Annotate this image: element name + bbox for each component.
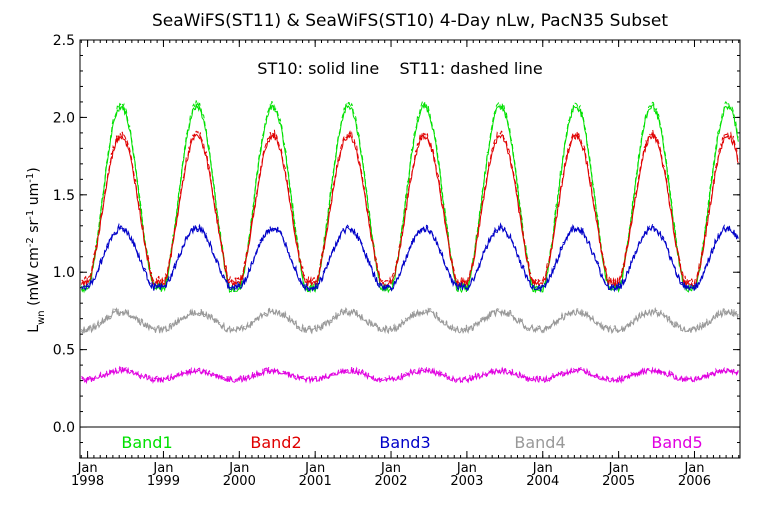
legend-entry: Band5 xyxy=(651,433,702,452)
x-tick-month: Jan xyxy=(532,461,553,476)
series-line-dashed-band5 xyxy=(81,365,739,383)
series-line-dashed-band1 xyxy=(81,100,739,292)
y-tick-label: 1.0 xyxy=(53,265,75,281)
legend-entry: Band1 xyxy=(121,433,172,452)
series-group xyxy=(81,100,739,385)
chart-title: SeaWiFS(ST11) & SeaWiFS(ST10) 4-Day nLw,… xyxy=(152,11,668,31)
x-tick-year: 2004 xyxy=(526,474,559,489)
x-tick-month: Jan xyxy=(228,461,249,476)
x-tick-year: 2005 xyxy=(602,474,635,489)
legend-entry: Band4 xyxy=(514,433,565,452)
x-tick-month: Jan xyxy=(380,461,401,476)
series-line-band5 xyxy=(81,367,739,385)
y-axis-label: Lwn (mW cm-2 sr-1 um-1) xyxy=(25,167,47,332)
x-tick-month: Jan xyxy=(77,461,98,476)
x-tick-month: Jan xyxy=(683,461,704,476)
series-line-band1 xyxy=(81,103,739,294)
x-tick-month: Jan xyxy=(456,461,477,476)
y-tick-label: 2.5 xyxy=(53,33,75,49)
x-tick-month: Jan xyxy=(608,461,629,476)
plot-axes: 0.00.51.01.52.02.5Jan1998Jan1999Jan2000J… xyxy=(53,33,741,489)
y-tick-label: 0.5 xyxy=(53,343,75,359)
series-line-band3 xyxy=(81,224,739,293)
y-tick-label: 1.5 xyxy=(53,188,75,204)
x-tick-year: 1998 xyxy=(71,474,104,489)
x-tick-year: 2002 xyxy=(374,474,407,489)
line-style-annotation: ST10: solid line ST11: dashed line xyxy=(257,59,542,78)
x-tick-year: 2006 xyxy=(678,474,711,489)
y-axis-label-text: Lwn (mW cm-2 sr-1 um-1) xyxy=(25,167,47,332)
x-tick-year: 2003 xyxy=(450,474,483,489)
x-tick-year: 2000 xyxy=(223,474,256,489)
x-tick-month: Jan xyxy=(304,461,325,476)
y-tick-label: 2.0 xyxy=(53,110,75,126)
legend-entry: Band2 xyxy=(250,433,301,452)
series-line-band4 xyxy=(81,308,739,335)
series-line-band2 xyxy=(81,132,739,288)
x-tick-year: 2001 xyxy=(299,474,332,489)
legend: Band1 Band2 Band3 Band4 Band5 xyxy=(121,433,702,452)
legend-entry: Band3 xyxy=(379,433,430,452)
x-tick-month: Jan xyxy=(152,461,173,476)
y-tick-label: 0.0 xyxy=(53,420,75,436)
x-tick-year: 1999 xyxy=(147,474,180,489)
